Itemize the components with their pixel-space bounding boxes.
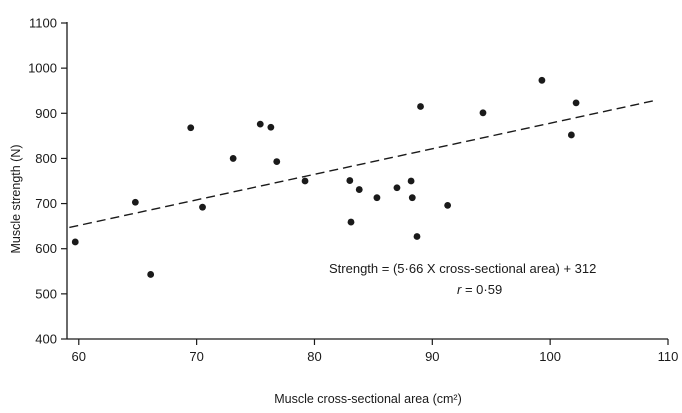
- data-point: [408, 194, 416, 202]
- data-points: [71, 76, 580, 278]
- y-tick-label: 700: [35, 196, 57, 211]
- x-tick-label: 90: [425, 349, 439, 364]
- data-point: [413, 233, 421, 240]
- y-tick-label: 600: [35, 241, 57, 256]
- regression-line: [69, 100, 655, 229]
- y-ticks: 400 500 600 700 800 900 1000 1100: [28, 16, 67, 347]
- x-tick-label: 60: [72, 349, 86, 364]
- r-value: = 0·59: [461, 282, 502, 297]
- y-axis-title: Muscle strength (N): [9, 144, 23, 253]
- data-point: [444, 201, 452, 209]
- data-point: [131, 198, 139, 206]
- data-point: [229, 155, 237, 162]
- y-tick-label: 400: [35, 332, 57, 347]
- y-tick-label: 1100: [29, 16, 57, 31]
- data-point: [572, 99, 580, 107]
- data-point: [256, 120, 264, 128]
- data-point: [479, 109, 487, 117]
- data-point: [417, 103, 424, 110]
- data-point: [199, 203, 206, 211]
- x-ticks: 60 70 80 90 100 110: [72, 339, 679, 364]
- data-point: [373, 194, 381, 202]
- data-point: [71, 238, 79, 246]
- data-point: [538, 76, 546, 84]
- equation-annotation: Strength = (5·66 X cross-sectional area)…: [329, 261, 596, 276]
- y-tick-label: 900: [35, 106, 57, 121]
- data-point: [567, 131, 575, 139]
- data-point: [346, 177, 354, 184]
- y-tick-label: 1000: [28, 61, 57, 76]
- axes: [66, 22, 668, 340]
- x-axis-title: Muscle cross-sectional area (cm²): [274, 392, 462, 406]
- data-point: [301, 177, 309, 185]
- data-point: [273, 158, 281, 165]
- y-tick-label: 800: [35, 151, 57, 166]
- x-tick-label: 110: [658, 349, 679, 364]
- x-tick-label: 70: [189, 349, 203, 364]
- r-symbol: r: [457, 282, 462, 297]
- data-point: [347, 218, 355, 226]
- data-point: [147, 271, 155, 278]
- x-tick-label: 100: [539, 349, 561, 364]
- y-tick-label: 500: [35, 286, 57, 301]
- data-point: [187, 124, 195, 132]
- data-point: [355, 186, 363, 193]
- data-point: [407, 177, 415, 185]
- data-point: [267, 123, 275, 131]
- data-point: [393, 184, 401, 192]
- correlation-annotation: r = 0·59: [457, 282, 502, 297]
- x-tick-label: 80: [307, 349, 321, 364]
